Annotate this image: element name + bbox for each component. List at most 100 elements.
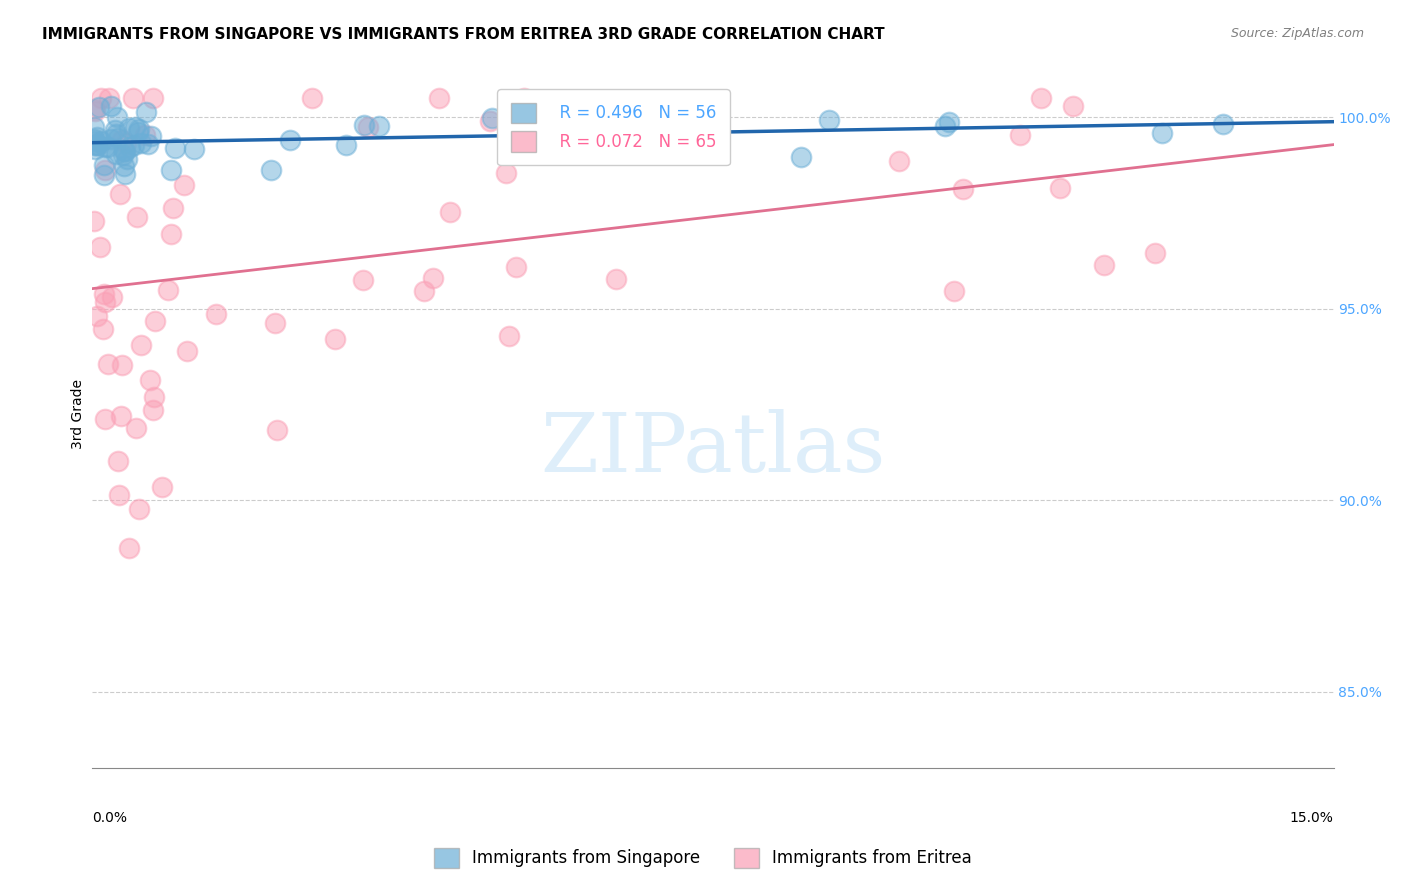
Point <box>107 131 129 145</box>
Point <box>112 145 135 159</box>
Point <box>83 214 105 228</box>
Point <box>142 390 165 404</box>
Point <box>100 98 122 112</box>
Point <box>159 227 181 241</box>
Point <box>513 91 536 105</box>
Point <box>124 120 146 134</box>
Point <box>128 121 150 136</box>
Point <box>86 129 108 144</box>
Point <box>94 411 117 425</box>
Point <box>942 284 965 298</box>
Text: 15.0%: 15.0% <box>1289 811 1333 825</box>
Point <box>160 163 183 178</box>
Point <box>111 358 134 372</box>
Text: Source: ZipAtlas.com: Source: ZipAtlas.com <box>1230 27 1364 40</box>
Point <box>111 133 134 147</box>
Point <box>115 136 138 150</box>
Point <box>84 104 107 119</box>
Point <box>150 480 173 494</box>
Point <box>97 140 120 154</box>
Point <box>357 120 380 134</box>
Point <box>110 186 132 201</box>
Point <box>1062 99 1084 113</box>
Point <box>135 105 157 120</box>
Point <box>111 148 134 162</box>
Point <box>367 120 389 134</box>
Point <box>335 138 357 153</box>
Y-axis label: 3rd Grade: 3rd Grade <box>72 379 86 449</box>
Text: ZIPatlas: ZIPatlas <box>540 409 886 490</box>
Point <box>110 409 132 423</box>
Point <box>129 338 152 352</box>
Legend:   R = 0.496   N = 56,   R = 0.072   N = 65: R = 0.496 N = 56, R = 0.072 N = 65 <box>498 89 730 165</box>
Point <box>173 178 195 193</box>
Point <box>84 137 107 152</box>
Point <box>125 210 148 224</box>
Point <box>176 343 198 358</box>
Point <box>83 132 105 146</box>
Legend: Immigrants from Singapore, Immigrants from Eritrea: Immigrants from Singapore, Immigrants fr… <box>427 841 979 875</box>
Point <box>323 333 346 347</box>
Text: IMMIGRANTS FROM SINGAPORE VS IMMIGRANTS FROM ERITREA 3RD GRADE CORRELATION CHART: IMMIGRANTS FROM SINGAPORE VS IMMIGRANTS … <box>42 27 884 42</box>
Point <box>86 309 108 323</box>
Point <box>136 136 159 151</box>
Point <box>125 421 148 435</box>
Point <box>139 373 162 387</box>
Point <box>87 138 110 153</box>
Point <box>129 136 152 150</box>
Point <box>1029 91 1052 105</box>
Point <box>108 488 131 502</box>
Point <box>498 329 520 343</box>
Point <box>83 134 105 148</box>
Point <box>94 162 117 177</box>
Point <box>93 322 115 336</box>
Point <box>505 260 527 274</box>
Point <box>676 121 699 136</box>
Point <box>162 201 184 215</box>
Point <box>163 140 186 154</box>
Point <box>205 307 228 321</box>
Point <box>659 135 682 149</box>
Point <box>127 125 149 139</box>
Point <box>818 112 841 127</box>
Point <box>439 205 461 219</box>
Point <box>139 129 162 144</box>
Point <box>1212 117 1234 131</box>
Point <box>134 128 156 143</box>
Point <box>638 120 661 135</box>
Point <box>952 182 974 196</box>
Point <box>84 142 107 156</box>
Point <box>89 240 111 254</box>
Point <box>114 167 136 181</box>
Point <box>104 123 127 137</box>
Point <box>90 91 112 105</box>
Point <box>422 271 444 285</box>
Point <box>94 295 117 310</box>
Point <box>100 131 122 145</box>
Point <box>605 271 627 285</box>
Point <box>84 137 107 152</box>
Point <box>1008 128 1031 142</box>
Point <box>887 153 910 168</box>
Point <box>83 102 105 116</box>
Point <box>789 150 811 164</box>
Point <box>128 502 150 516</box>
Point <box>105 127 128 141</box>
Point <box>156 283 179 297</box>
Point <box>118 120 141 135</box>
Point <box>114 145 136 159</box>
Point <box>142 91 165 105</box>
Point <box>89 100 111 114</box>
Point <box>1092 258 1115 272</box>
Point <box>90 134 112 148</box>
Point <box>93 286 115 301</box>
Point <box>301 91 323 105</box>
Point <box>94 140 117 154</box>
Point <box>353 118 375 132</box>
Point <box>93 168 115 182</box>
Point <box>97 357 120 371</box>
Point <box>600 111 623 125</box>
Point <box>1150 126 1173 140</box>
Point <box>107 454 129 468</box>
Point <box>278 133 301 147</box>
